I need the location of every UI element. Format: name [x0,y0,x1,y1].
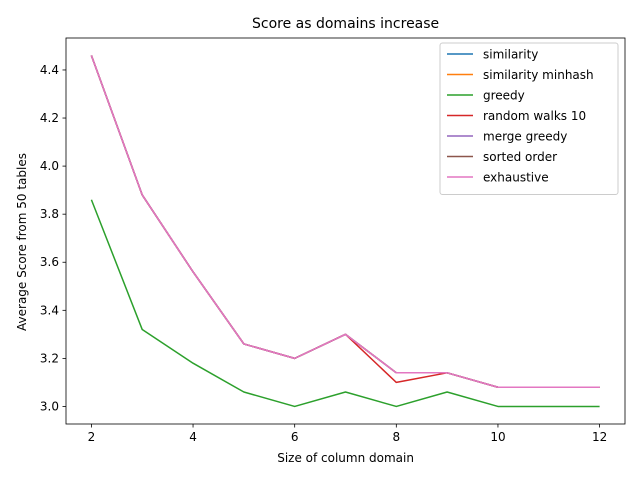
x-tick-label: 4 [189,430,197,444]
legend: similarity similarity minhash greedy random… [439,42,619,195]
x-axis-label: Size of column domain [277,451,414,465]
series-line-6 [90,55,600,388]
chart-title: Score as domains increase [252,16,439,32]
legend-label-4: merge greedy [483,130,567,144]
y-tick-label: 3.6 [40,255,59,269]
y-tick-label: 3.2 [40,351,59,365]
x-tick-label: 6 [291,430,299,444]
series-layer [90,55,600,408]
x-tick-label: 2 [88,430,96,444]
legend-label-5: sorted order [483,150,557,164]
legend-label-2: greedy [483,89,525,103]
plot-frame [65,37,626,425]
y-tick-label: 3.4 [40,303,59,317]
legend-label-3: random walks 10 [483,109,586,123]
x-axis-ticks: 2 4 6 8 10 12 [88,424,607,444]
legend-label-0: similarity [483,48,538,62]
legend-label-6: exhaustive [483,171,549,185]
y-tick-label: 3.8 [40,207,59,221]
series-line-2 [90,199,600,408]
y-tick-label: 4.2 [40,111,59,125]
x-tick-label: 10 [490,430,505,444]
y-tick-label: 4.4 [40,63,59,77]
y-axis-ticks: 3.0 3.2 3.4 3.6 3.8 4.0 4.2 4.4 [40,63,66,413]
legend-label-1: similarity minhash [483,68,594,82]
y-axis-label: Average Score from 50 tables [15,153,29,331]
legend-box [439,42,619,195]
x-tick-label: 12 [592,430,607,444]
x-tick-label: 8 [392,430,400,444]
y-tick-label: 3.0 [40,399,59,413]
y-tick-label: 4.0 [40,159,59,173]
